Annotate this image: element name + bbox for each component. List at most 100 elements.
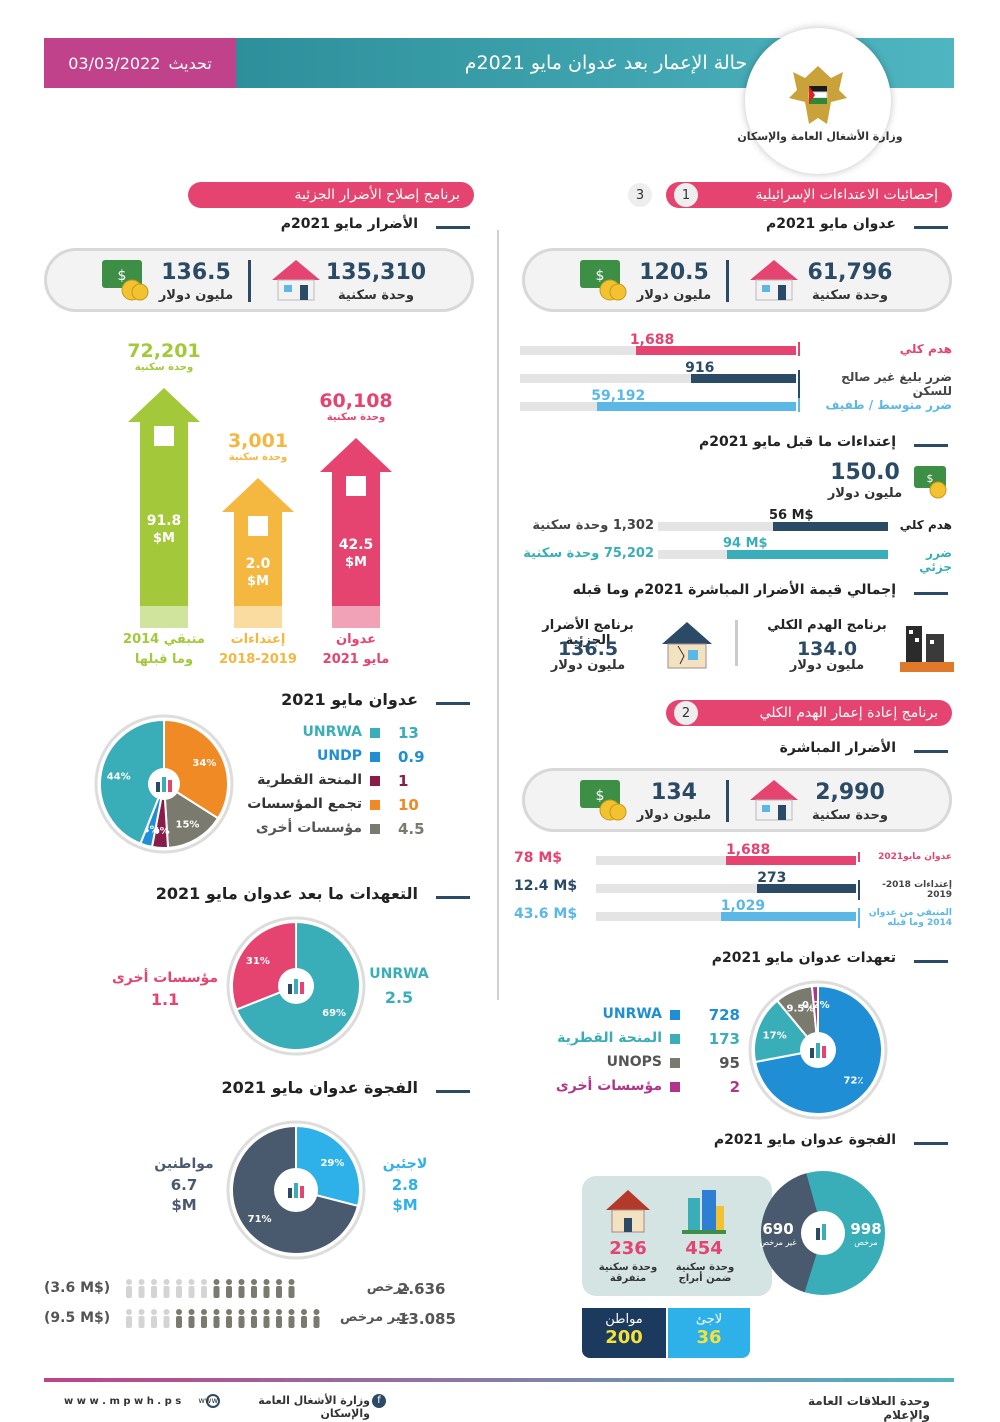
pie-label: 44% xyxy=(107,771,131,782)
pre-units: 1,302 وحدة سكنية xyxy=(532,518,654,533)
pie-label: 17% xyxy=(763,1030,787,1041)
bar-label: ضرر متوسط / طفيف xyxy=(798,398,952,412)
arrow-caption-1: عدوان xyxy=(335,632,377,647)
section3-title: برنامج إصلاح الأضرار الجزئية xyxy=(294,187,460,203)
tower-icon xyxy=(682,1188,726,1234)
s2-sub1-line xyxy=(914,750,948,753)
footer-ministry: وزارة الأشغال العامة والإسكان xyxy=(258,1394,370,1420)
gap-refugees-value: 2.8 xyxy=(391,1176,419,1194)
refugee-value: 36 xyxy=(696,1327,722,1348)
web-icon: www xyxy=(198,1394,220,1408)
arrow-money: 2.0 xyxy=(245,556,271,572)
emblem-logo xyxy=(745,28,891,174)
arrow-money-unit: M$ xyxy=(153,530,175,546)
section2-header: برنامج إعادة إعمار الهدم الكلي 2 xyxy=(666,700,952,726)
s3-sub4: الفجوة عدوان مايو 2021 xyxy=(221,1078,418,1097)
s1-pre-money: 150.0 xyxy=(830,460,900,485)
s1-sub3-line xyxy=(914,592,948,595)
section2-title: برنامج إعادة إعمار الهدم الكلي xyxy=(759,705,938,721)
arrow-caption-1: إعتداءات xyxy=(230,632,286,647)
legend-name: UNDP xyxy=(317,748,362,764)
s3-pledge-pie: 69% 31% xyxy=(226,916,366,1056)
s1-units-label: وحدة سكنية xyxy=(811,288,888,303)
s2-sub1: الأضرار المباشرة xyxy=(779,740,896,756)
pledge-unrwa-value: 2.5 xyxy=(384,988,414,1007)
gap-citizens-value: 6.7 xyxy=(170,1176,198,1194)
pie-slice xyxy=(99,718,165,845)
bar-fill xyxy=(691,374,796,383)
s1-sub1-line xyxy=(914,226,948,229)
gap-citizens-unit: M$ xyxy=(171,1196,197,1214)
bar-track xyxy=(596,884,856,893)
gap-citizens-label: مواطنين xyxy=(154,1156,214,1172)
update-label: تحديث xyxy=(168,53,212,73)
bar-value: 1,688 xyxy=(726,842,771,858)
refugee-label: لاجئ xyxy=(695,1312,723,1327)
pre-money: 56 M$ xyxy=(769,508,814,523)
scattered-value: 236 xyxy=(609,1238,647,1259)
people-label: مرخص xyxy=(366,1280,410,1295)
damaged-house-icon xyxy=(660,620,714,672)
s1-sub2-line xyxy=(914,444,948,447)
section1-title: إحصائيات الاعتداءات الإسرائيلية xyxy=(755,187,938,203)
money-icon: $ xyxy=(100,256,150,302)
arrow-bar xyxy=(320,438,392,628)
people-icons xyxy=(124,1278,324,1300)
legend-name: UNOPS xyxy=(606,1054,662,1070)
citizen-value: 200 xyxy=(605,1327,643,1348)
legend-value: 4.5 xyxy=(398,820,425,838)
pie-label: 72٪ xyxy=(843,1075,863,1086)
s2-sub3-line xyxy=(914,1142,948,1145)
facebook-icon[interactable]: f xyxy=(372,1394,386,1408)
house-icon xyxy=(270,258,322,302)
people-count: 13.085 xyxy=(398,1310,456,1328)
pie-label: 71% xyxy=(248,1214,272,1225)
people-money: (3.6 M$) xyxy=(44,1280,111,1296)
legend-value: 2 xyxy=(729,1078,740,1096)
legend-swatch xyxy=(670,1010,680,1020)
prog-partial-label: برنامج الأضرار الجزئية xyxy=(542,618,634,648)
money-icon: $ xyxy=(578,256,628,302)
pie-slice xyxy=(162,782,220,849)
prog-sep xyxy=(735,620,738,666)
bar-fill xyxy=(635,346,796,355)
s3-sub3: التعهدات ما بعد عدوان مايو 2021 xyxy=(155,884,418,903)
pie-label: 15% xyxy=(175,820,199,831)
s1-sub1: عدوان مايو 2021م xyxy=(765,216,896,232)
gap-refugees-label: لاجئين xyxy=(382,1156,428,1172)
legend-swatch xyxy=(370,824,380,834)
legend-value: 173 xyxy=(708,1030,740,1048)
footer-website[interactable]: w w w . m p w h . p s xyxy=(64,1396,182,1407)
arrow-caption-2: مايو 2021 xyxy=(322,652,390,667)
refugee-box: لاجئ 36 xyxy=(668,1308,750,1358)
legend-swatch xyxy=(370,776,380,786)
bar-value: 273 xyxy=(757,870,787,886)
bar-money: 78 M$ xyxy=(514,850,563,866)
s3-sub2-line xyxy=(436,702,470,705)
legend-name: مؤسسات أخرى xyxy=(255,820,362,836)
svg-text:$: $ xyxy=(118,268,127,284)
s3-sub1: الأضرار مايو 2021م xyxy=(280,216,418,232)
bar-track xyxy=(520,374,796,383)
legend-name: تجمع المؤسسات xyxy=(247,796,362,812)
single-house-icon xyxy=(604,1188,652,1234)
pledge-other-label: مؤسسات أخرى xyxy=(111,970,219,986)
people-count: 2.636 xyxy=(398,1280,446,1298)
s3-pill-sep xyxy=(248,260,251,302)
update-badge: 03/03/2022 تحديث xyxy=(44,38,236,88)
scattered-label: وحدة سكنية متفرقة xyxy=(598,1262,658,1284)
legend-swatch xyxy=(670,1034,680,1044)
pie-label: 34% xyxy=(192,758,216,769)
money-icon-small: $ xyxy=(912,462,952,502)
chart-icon xyxy=(288,1183,304,1198)
bar-value: 916 xyxy=(685,360,715,376)
s1-units: 61,796 xyxy=(807,260,893,285)
s2-units-label: وحدة سكنية xyxy=(811,808,888,823)
bar-fill xyxy=(597,402,796,411)
section1-header: إحصائيات الاعتداءات الإسرائيلية 1 xyxy=(666,182,952,208)
svg-text:$: $ xyxy=(596,268,605,284)
chart-icon xyxy=(156,777,172,792)
house-icon xyxy=(748,258,800,302)
arrow-money-unit: M$ xyxy=(247,574,269,589)
towers-value: 454 xyxy=(685,1238,723,1259)
